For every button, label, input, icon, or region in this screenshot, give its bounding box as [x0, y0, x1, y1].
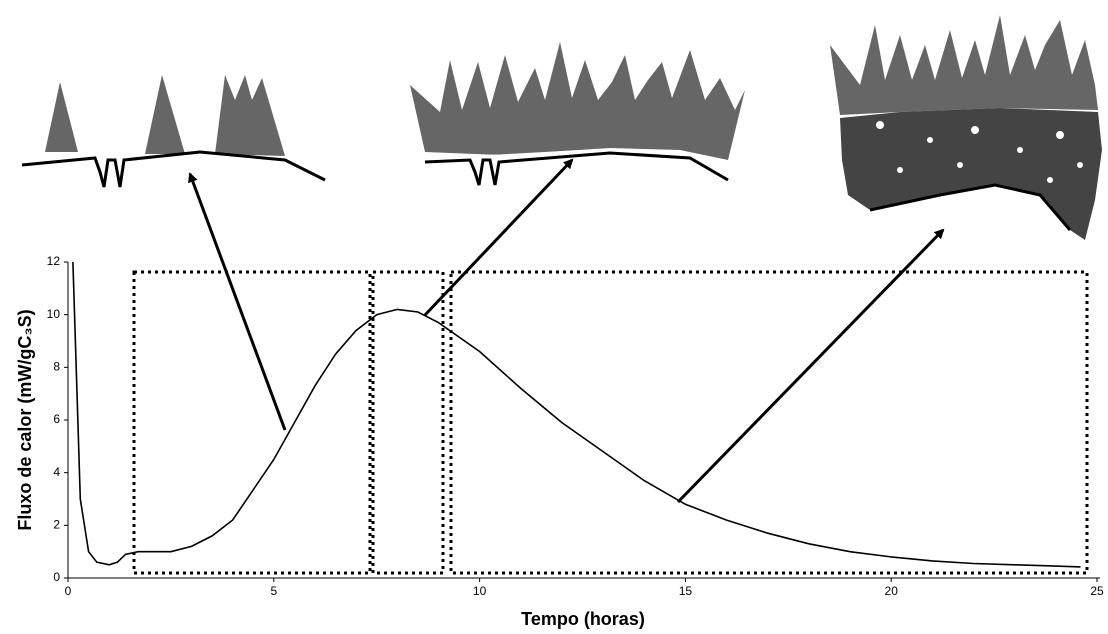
y-tick-label: 8 [53, 360, 60, 374]
x-axis-label: Tempo (horas) [521, 609, 645, 629]
region-boxes [134, 272, 1087, 573]
arrows [190, 160, 943, 502]
y-tick-label: 2 [53, 518, 60, 532]
y-tick-label: 6 [53, 412, 60, 426]
x-tick-label: 10 [473, 584, 487, 598]
x-tick-label: 25 [1090, 584, 1104, 598]
illustration-middle [410, 42, 745, 185]
x-tick-label: 5 [270, 584, 277, 598]
heat-flow-line [73, 262, 1081, 567]
y-tick-label: 12 [47, 254, 61, 268]
y-axis-label: Fluxo de calor (mW/gC₃S) [15, 309, 35, 530]
y-tick-label: 0 [53, 570, 60, 584]
x-tick-label: 20 [885, 584, 899, 598]
illustration-early [22, 75, 325, 187]
y-tick-label: 10 [47, 307, 61, 321]
illustration-late [830, 15, 1102, 240]
x-tick-label: 0 [65, 584, 72, 598]
x-tick-label: 15 [679, 584, 693, 598]
y-tick-label: 4 [53, 465, 60, 479]
chart: Tempo (horas) Fluxo de calor (mW/gC₃S) 0… [0, 0, 1108, 634]
